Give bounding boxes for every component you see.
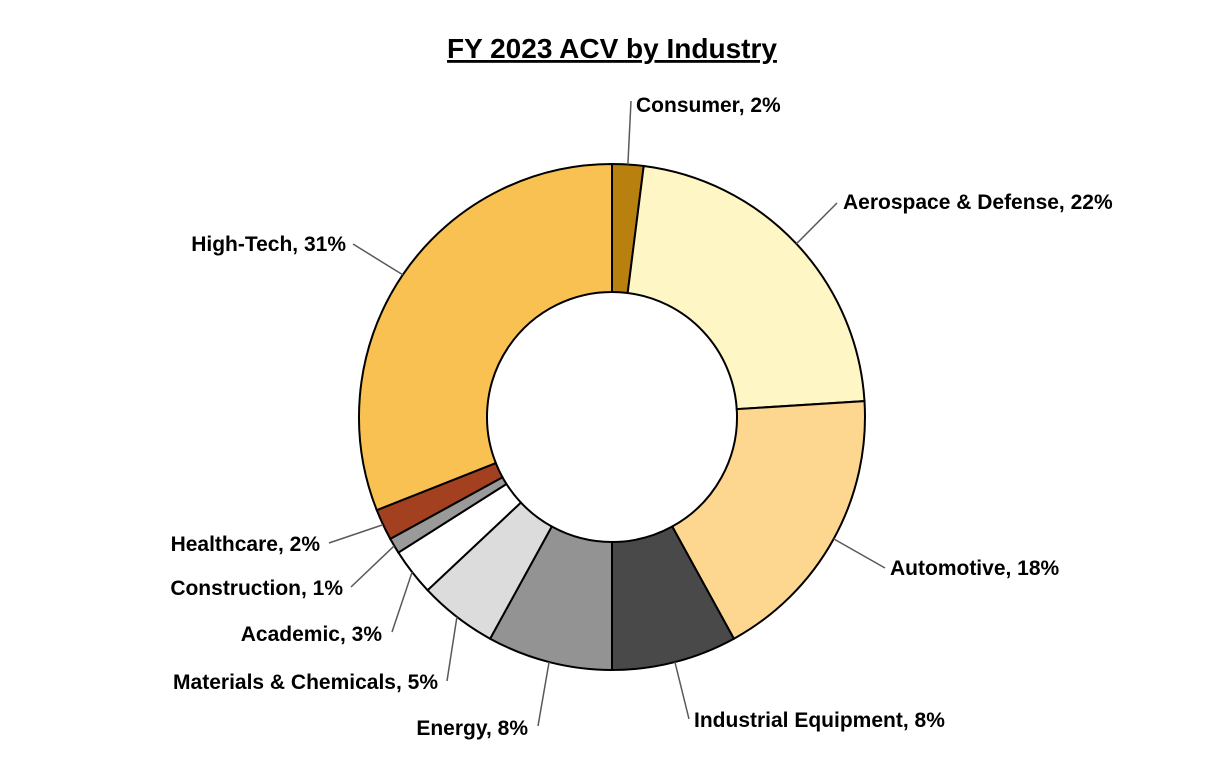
leader-line — [537, 661, 550, 727]
slice-high-tech — [358, 162, 613, 512]
slice-automotive — [670, 400, 866, 641]
chart-title: FY 2023 ACV by Industry — [447, 33, 777, 64]
leader-line — [350, 545, 395, 588]
leader-line — [627, 100, 632, 165]
leader-line — [674, 661, 690, 720]
data-label: Consumer, 2% — [636, 94, 781, 117]
leader-line — [391, 571, 413, 633]
leader-line — [795, 202, 838, 245]
slice-aerospace-defense — [626, 164, 866, 411]
data-label: High-Tech, 31% — [191, 233, 346, 256]
leader-line — [833, 538, 886, 569]
leader-line — [446, 616, 458, 682]
data-label: Academic, 3% — [241, 623, 383, 646]
leader-line — [328, 524, 384, 544]
data-label: Industrial Equipment, 8% — [694, 709, 945, 732]
data-label: Healthcare, 2% — [171, 533, 321, 556]
data-label: Construction, 1% — [170, 577, 343, 600]
data-label: Materials & Chemicals, 5% — [173, 671, 438, 694]
data-label: Energy, 8% — [416, 717, 528, 740]
data-label: Aerospace & Defense, 22% — [843, 191, 1113, 214]
leader-line — [352, 243, 404, 276]
data-label: Automotive, 18% — [890, 557, 1060, 580]
